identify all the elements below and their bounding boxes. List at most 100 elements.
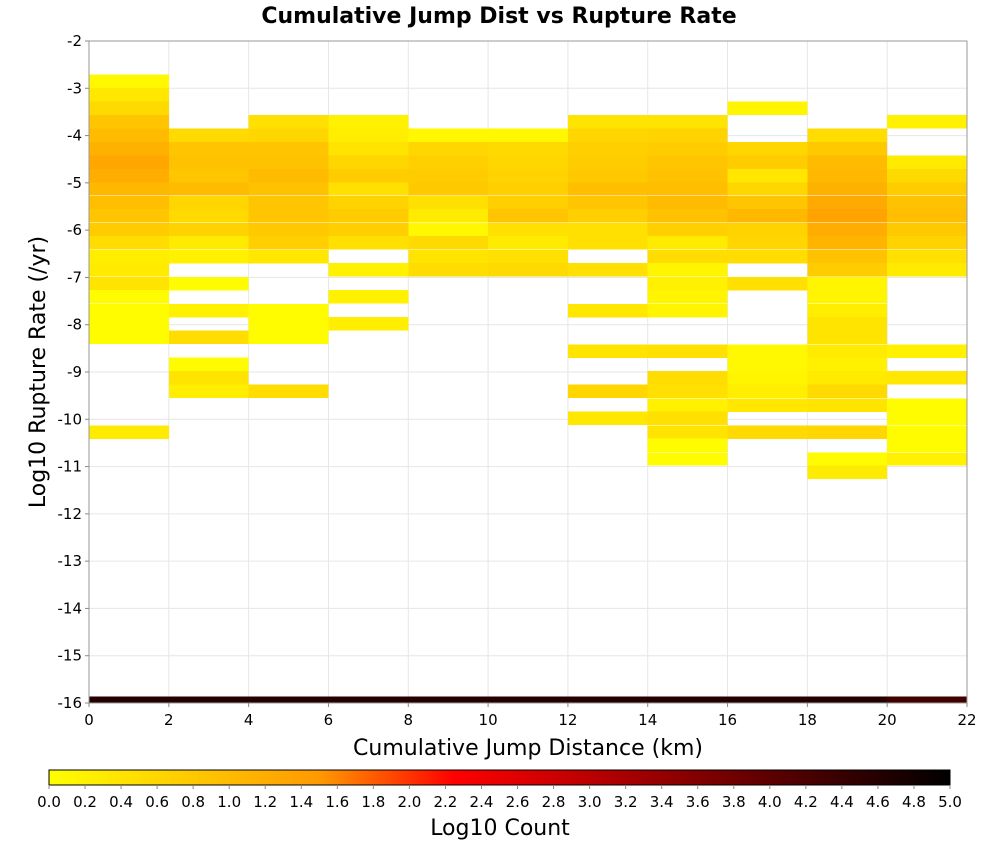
heatmap-cell [488, 169, 568, 183]
heatmap-cell [408, 263, 489, 277]
colorbar-title: Log10 Count [430, 816, 570, 841]
heatmap-cell [807, 209, 888, 223]
heatmap-cell-bottom [168, 696, 249, 703]
heatmap-cell [647, 182, 728, 196]
heatmap-cell [807, 169, 888, 183]
colorbar-tick-label: 0.6 [145, 793, 169, 811]
heatmap-cell [647, 249, 728, 264]
colorbar-tick-label: 4.0 [758, 793, 782, 811]
heatmap-cell [89, 88, 169, 102]
y-axis-ticks: -2 -3 -4 -5 -6 -7 -8 -9 -10 -11 -12 -13 -14 -15 -16 [58, 32, 89, 712]
x-tick-label: 4 [244, 711, 254, 729]
heatmap-cell [807, 344, 888, 358]
heatmap-cell [488, 182, 568, 196]
y-tick-label: -4 [67, 127, 82, 145]
heatmap-cell [647, 115, 728, 129]
heatmap-cell-bottom [807, 696, 888, 703]
y-tick-label: -16 [58, 694, 83, 712]
heatmap-cell [89, 128, 169, 142]
heatmap-cell [647, 263, 728, 277]
heatmap-cell [807, 142, 888, 156]
heatmap-cell [248, 182, 329, 196]
heatmap-cell [727, 101, 808, 115]
heatmap-cell-bottom [488, 696, 568, 703]
heatmap-cell [168, 155, 249, 169]
heatmap-cell [408, 236, 489, 250]
heatmap-cell [807, 465, 888, 479]
heatmap-cell [488, 222, 568, 237]
y-tick-label: -10 [58, 410, 83, 428]
heatmap-cell [89, 155, 169, 169]
heatmap-cell [567, 195, 648, 210]
heatmap-cell [248, 222, 329, 237]
heatmap-cell [89, 330, 169, 345]
heatmap-cell [408, 209, 489, 223]
heatmap-cell [328, 290, 409, 304]
heatmap-cell [647, 222, 728, 237]
heatmap-cell [408, 249, 489, 264]
heatmap-cell [488, 249, 568, 264]
heatmap-cell [567, 169, 648, 183]
heatmap-cell [727, 222, 808, 237]
heatmap-cell [887, 209, 967, 223]
heatmap-cell [168, 357, 249, 372]
x-tick-label: 8 [403, 711, 413, 729]
heatmap-cell [647, 425, 728, 439]
x-tick-label: 0 [84, 711, 94, 729]
heatmap-cell [887, 344, 967, 358]
heatmap-cell [567, 344, 648, 358]
heatmap-cell [168, 370, 249, 385]
heatmap-cell [807, 398, 888, 412]
heatmap-cell [408, 222, 489, 237]
heatmap-cell [168, 209, 249, 223]
heatmap-cell [887, 195, 967, 210]
heatmap-cell [89, 263, 169, 277]
heatmap-cell [168, 384, 249, 399]
colorbar-tick-label: 1.6 [325, 793, 349, 811]
heatmap-cell [807, 182, 888, 196]
heatmap-cell [887, 155, 967, 169]
heatmap-cell [248, 249, 329, 264]
heatmap-cell [567, 155, 648, 169]
heatmap-cell-bottom [647, 696, 728, 703]
heatmap-cell [248, 169, 329, 183]
heatmap-cell [647, 155, 728, 169]
heatmap-cell [887, 411, 967, 426]
colorbar-tick-label: 3.8 [722, 793, 746, 811]
heatmap-cell [807, 263, 888, 277]
heatmap-cell [328, 222, 409, 237]
colorbar-tick-label: 3.0 [578, 793, 602, 811]
colorbar-tick-label: 0.4 [109, 793, 133, 811]
heatmap-cell [89, 276, 169, 291]
heatmap-cell [727, 182, 808, 196]
heatmap-cell-bottom [887, 696, 967, 703]
heatmap-cell-bottom [567, 696, 648, 703]
heatmap-cell [488, 263, 568, 277]
heatmap-cell [887, 425, 967, 439]
heatmap-cell [727, 384, 808, 399]
heatmap-cell [89, 222, 169, 237]
x-axis-title: Cumulative Jump Distance (km) [353, 736, 703, 761]
heatmap-cell [488, 236, 568, 250]
colorbar-tick-label: 4.6 [866, 793, 890, 811]
heatmap-cell [328, 195, 409, 210]
heatmap-cell [567, 236, 648, 250]
heatmap-cell [727, 155, 808, 169]
y-tick-label: -7 [67, 268, 82, 286]
heatmap-cell [328, 155, 409, 169]
colorbar-tick-label: 2.0 [397, 793, 421, 811]
heatmap-cell-bottom [727, 696, 808, 703]
heatmap-cell [887, 438, 967, 453]
colorbar-ticks: 0.0 0.2 0.4 0.6 0.8 1.0 1.2 1.4 1.6 1.8 2.0 2.2 2.4 2… [37, 785, 962, 811]
heatmap-cells [89, 74, 967, 703]
heatmap-cell [248, 155, 329, 169]
heatmap-cell [488, 142, 568, 156]
heatmap-cell [647, 276, 728, 291]
heatmap-cell [89, 303, 169, 318]
heatmap-cell [807, 425, 888, 439]
heatmap-cell [488, 155, 568, 169]
colorbar-tick-label: 4.4 [830, 793, 854, 811]
heatmap-cell [89, 317, 169, 331]
heatmap-cell [89, 169, 169, 183]
heatmap-cell [807, 222, 888, 237]
